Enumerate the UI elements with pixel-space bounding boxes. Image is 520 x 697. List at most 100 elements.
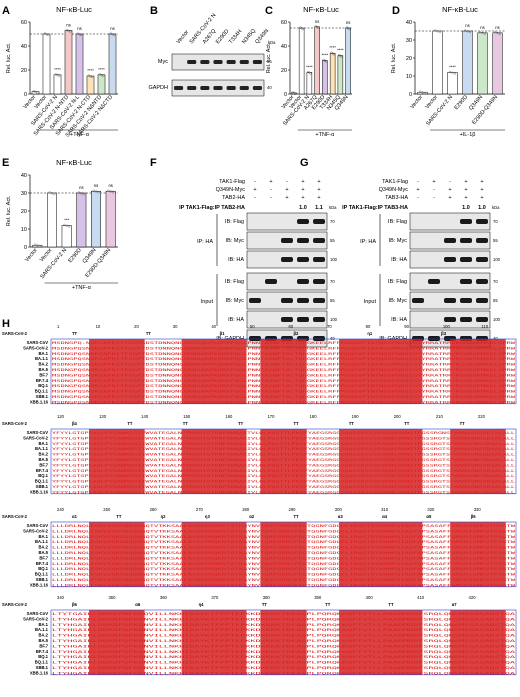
blot-g-group-ip: IP: HA <box>360 239 376 245</box>
chart-a-ytick-label: 0 <box>24 92 27 98</box>
chart-a-ylabel: Rel. luc. Act. <box>6 42 12 73</box>
chart-d-point <box>468 31 471 34</box>
alignment-conserved-block <box>89 429 145 494</box>
chart-e-point <box>107 189 110 192</box>
blot-g-membrane <box>409 212 491 231</box>
alignment-position-tick: 390 <box>314 595 322 600</box>
blot-g-band <box>444 317 456 322</box>
alignment-ss-label: TT <box>460 421 466 426</box>
blot-b-band <box>213 86 223 90</box>
blot-b-kda-value: 55 <box>267 59 272 64</box>
blot-g-band <box>476 298 488 303</box>
chart-a-point <box>100 74 103 77</box>
alignment-strain-label: BF.7 <box>39 643 48 648</box>
chart-e-ytick-label: 10 <box>21 227 27 233</box>
chart-c-ylabel: Rel. luc. Act. <box>266 42 272 73</box>
chart-d-point <box>451 71 454 74</box>
chart-c-point <box>317 26 320 29</box>
blot-g-band <box>460 219 472 224</box>
chart-d-ytick-label: 0 <box>409 92 412 98</box>
chart-c-ytick-label: 0 <box>284 92 287 98</box>
alignment-strain-label: BF.7.4 <box>36 649 49 654</box>
blot-g-condition-mark: + <box>480 195 483 201</box>
chart-a-point <box>98 73 101 76</box>
blot-f-row-label: IB: Flag <box>225 279 244 285</box>
alignment-position-tick: 340 <box>57 595 65 600</box>
blot-g-condition-mark: + <box>448 195 451 201</box>
chart-e-bar <box>32 244 43 248</box>
panel-letter-b: B <box>150 5 158 17</box>
chart-c-bar <box>345 27 351 95</box>
chart-e-point <box>92 189 95 192</box>
chart-a-title: NF-κB-Luc <box>56 5 92 14</box>
blot-b-lane-label: E290D <box>215 29 230 46</box>
chart-d-bar <box>462 30 473 95</box>
alignment-conserved-block <box>450 522 506 587</box>
chart-c-bar <box>337 55 344 95</box>
chart-d-point <box>464 29 467 32</box>
blot-f-row-label: IB: Myc <box>226 298 245 304</box>
blot-g-condition-mark: + <box>480 179 483 185</box>
chart-e-bar <box>76 192 87 248</box>
alignment-frame <box>50 609 517 676</box>
chart-e-point <box>33 243 37 246</box>
alignment-strain-label: BQ.1.1 <box>35 479 49 484</box>
blot-g-condition-label: TAK1-Flag <box>382 179 408 185</box>
chart-e-bar <box>61 225 72 248</box>
chart-c-bar <box>298 27 305 95</box>
blot-f-band <box>313 317 325 322</box>
alignment-strain-label: BF.7.4 <box>36 561 49 566</box>
blot-g-membrane <box>409 272 491 291</box>
alignment-strain-label: BA.5 <box>38 550 48 555</box>
chart-e-point <box>38 245 41 248</box>
alignment-strain-label: BA.1 <box>38 441 48 446</box>
panel-letter-c: C <box>265 5 273 17</box>
chart-d-bar <box>447 72 458 95</box>
blot-b-band <box>174 86 184 90</box>
chart-e-bar <box>47 192 57 248</box>
chart-a-point <box>113 34 116 37</box>
alignment-strain-label: SARS-CoV <box>27 523 49 528</box>
blot-g-band <box>460 298 472 303</box>
blot-b-band <box>239 60 249 64</box>
alignment-ref-label: SARS-CoV-2 <box>2 421 28 426</box>
chart-d-point <box>453 72 456 75</box>
chart-c-ytick-label: 20 <box>281 68 287 74</box>
chart-a-point <box>45 33 48 36</box>
blot-f-condition-mark: - <box>270 195 272 201</box>
chart-d-ytick-label: 20 <box>406 56 412 62</box>
blot-g-row-label: IB: Flag <box>388 219 407 225</box>
chart-e-sig-label: *** <box>64 217 69 222</box>
alignment-ss-label: TT <box>127 421 133 426</box>
chart-a-point <box>76 32 79 35</box>
chart-d-point <box>479 31 482 34</box>
chart-e-ylabel: Rel. luc. Act. <box>6 195 12 226</box>
blot-g-kda-value: 100 <box>493 317 501 322</box>
chart-e-ytick-label: 40 <box>21 173 27 179</box>
blot-g-row-label: IB: Myc <box>389 238 408 244</box>
chart-c-sig-label: **** <box>322 52 329 57</box>
alignment-strain-label: BQ.1 <box>38 383 48 388</box>
alignment-position-tick: 50 <box>250 324 255 329</box>
alignment-ss-label: TT <box>349 421 355 426</box>
blot-f-band <box>281 257 293 262</box>
blot-g-condition-mark: - <box>433 187 435 193</box>
alignment-position-tick: 10 <box>96 324 101 329</box>
alignment-strain-label: BQ.1.1 <box>35 389 49 394</box>
blot-f-condition-mark: - <box>270 187 272 193</box>
chart-a-sig-label: **** <box>54 67 61 72</box>
blot-f-band <box>313 219 325 224</box>
alignment-ss-label: α5 <box>426 514 432 519</box>
alignment-ss-label: β5 <box>471 514 477 519</box>
alignment-strain-label: BQ.1 <box>38 654 48 659</box>
alignment-ss-label: TT <box>294 421 300 426</box>
chart-d-bar <box>492 32 503 95</box>
blot-f-condition-mark: - <box>254 195 256 201</box>
chart-e-ytick-label: 20 <box>21 209 27 215</box>
panel-letter-e: E <box>2 157 9 169</box>
blot-f-group-input: Input <box>201 299 214 305</box>
blot-f-band <box>313 336 325 341</box>
alignment-strain-label: XBB.1.16 <box>30 582 49 587</box>
chart-a-point <box>78 33 81 36</box>
blot-g-ratio-value: 1.0 <box>462 205 470 211</box>
